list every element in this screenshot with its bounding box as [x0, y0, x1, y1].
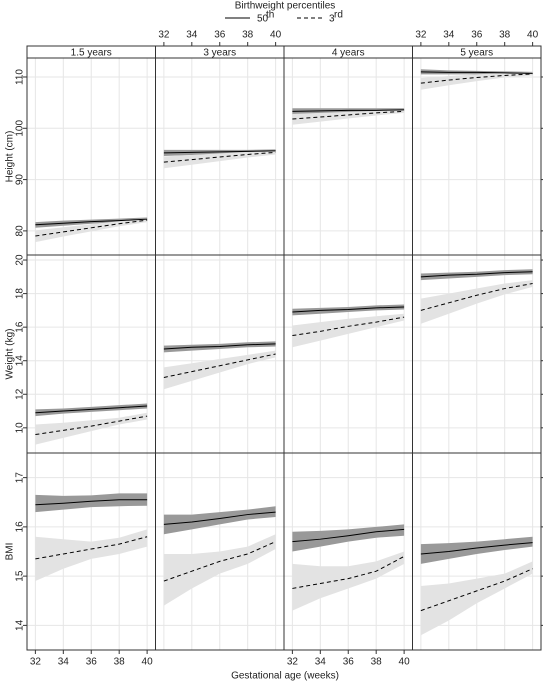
line	[420, 73, 533, 84]
y-tick-label: 14	[15, 355, 26, 367]
line	[292, 109, 405, 112]
line	[292, 555, 405, 589]
line	[35, 499, 148, 506]
line	[35, 415, 148, 436]
y-tick-label: 15	[15, 570, 26, 582]
line	[420, 271, 533, 278]
x-tick-label: 34	[443, 30, 455, 41]
line	[163, 343, 276, 350]
x-tick-label: 38	[499, 30, 511, 41]
x-tick-label: 40	[270, 30, 282, 41]
y-axis-title: Weight (kg)	[5, 329, 16, 380]
y-tick-label: 100	[15, 120, 26, 137]
legend-label: 3	[329, 14, 335, 25]
confidence-band	[292, 551, 405, 611]
confidence-band	[292, 109, 405, 125]
line	[420, 568, 533, 612]
line	[292, 306, 405, 313]
y-axis-title: BMI	[5, 543, 16, 561]
line	[163, 151, 276, 163]
strip-label: 3 years	[203, 48, 236, 59]
line	[420, 542, 533, 555]
strip-label: 4 years	[332, 48, 365, 59]
y-tick-label: 18	[15, 288, 26, 300]
confidence-band	[292, 524, 405, 552]
line	[420, 71, 533, 74]
legend-label: 50	[257, 14, 269, 25]
line	[292, 110, 405, 120]
x-axis-title: Gestational age (weeks)	[231, 671, 339, 682]
x-tick-label: 32	[415, 30, 427, 41]
x-tick-label: 34	[315, 657, 327, 668]
line	[35, 536, 148, 560]
x-tick-label: 34	[186, 30, 198, 41]
x-tick-label: 36	[86, 657, 98, 668]
x-tick-label: 40	[399, 657, 411, 668]
strip-label: 5 years	[460, 48, 493, 59]
confidence-band	[163, 534, 276, 606]
confidence-band	[420, 280, 533, 324]
line	[163, 511, 276, 525]
line	[35, 405, 148, 414]
y-tick-label: 16	[15, 521, 26, 533]
line	[292, 316, 405, 337]
x-tick-label: 40	[142, 657, 154, 668]
y-tick-label: 80	[15, 225, 26, 237]
line	[292, 528, 405, 543]
legend-label-sup: th	[266, 10, 274, 21]
y-tick-label: 14	[15, 619, 26, 631]
confidence-band	[35, 529, 148, 582]
panel-frame	[412, 452, 542, 651]
x-tick-label: 36	[214, 30, 226, 41]
confidence-band	[163, 506, 276, 535]
x-tick-label: 36	[471, 30, 483, 41]
y-tick-label: 10	[15, 422, 26, 434]
y-tick-label: 17	[15, 472, 26, 484]
line	[35, 219, 148, 237]
y-tick-label: 90	[15, 174, 26, 186]
x-tick-label: 34	[58, 657, 70, 668]
legend-title: Birthweight percentiles	[235, 1, 336, 12]
y-tick-label: 12	[15, 388, 26, 400]
y-tick-label: 20	[15, 254, 26, 266]
x-tick-label: 40	[527, 30, 539, 41]
legend-label-sup: rd	[334, 10, 343, 21]
x-tick-label: 32	[30, 657, 42, 668]
confidence-band	[420, 72, 533, 90]
line	[163, 353, 276, 378]
y-axis-title: Height (cm)	[5, 131, 16, 183]
confidence-band	[35, 493, 148, 513]
y-tick-label: 110	[15, 69, 26, 85]
confidence-band	[420, 536, 533, 564]
x-tick-label: 32	[287, 657, 299, 668]
line	[35, 218, 148, 226]
line	[163, 150, 276, 154]
x-tick-label: 32	[158, 30, 170, 41]
x-tick-label: 38	[114, 657, 126, 668]
x-tick-label: 36	[343, 657, 355, 668]
confidence-band	[35, 217, 148, 228]
x-tick-label: 38	[371, 657, 383, 668]
confidence-band	[420, 561, 533, 636]
strip-label: 1.5 years	[71, 48, 112, 59]
line	[163, 541, 276, 582]
x-tick-label: 38	[242, 30, 254, 41]
y-tick-label: 16	[15, 321, 26, 333]
line	[420, 283, 533, 311]
